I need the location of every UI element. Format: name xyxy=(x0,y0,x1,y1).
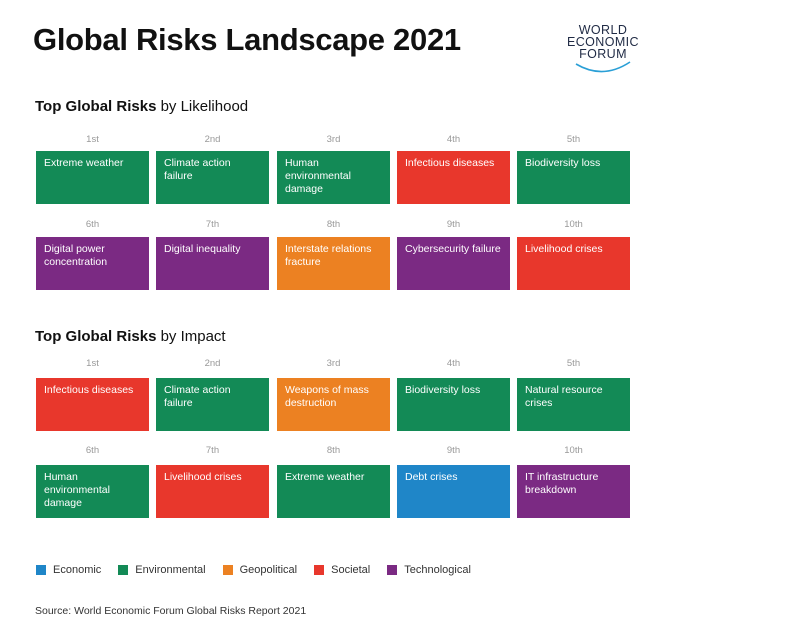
rank-label: 2nd xyxy=(204,134,221,145)
legend-item: Environmental xyxy=(118,564,206,576)
rank-label: 5th xyxy=(566,134,581,145)
risk-tile: IT infrastructure breakdown xyxy=(517,465,630,518)
rank-label: 3rd xyxy=(326,134,341,145)
legend-swatch xyxy=(222,565,233,575)
legend-label: Technological xyxy=(404,564,471,576)
rank-label: 6th xyxy=(85,445,100,456)
risk-tile: Climate action failure xyxy=(156,378,269,431)
section-heading: Top Global Risks by Likelihood xyxy=(35,98,248,115)
section-heading-bold: Top Global Risks xyxy=(35,328,157,345)
rank-label: 1st xyxy=(86,358,99,369)
legend-item: Societal xyxy=(314,564,370,576)
risk-tile: Human environmental damage xyxy=(36,465,149,518)
rank-label: 9th xyxy=(446,445,461,456)
legend-swatch xyxy=(314,565,325,575)
legend-label: Economic xyxy=(53,564,102,576)
risk-tile: Climate action failure xyxy=(156,151,269,204)
risk-tile: Digital inequality xyxy=(156,237,269,290)
risk-tile: Extreme weather xyxy=(277,465,390,518)
legend-item: Geopolitical xyxy=(222,564,298,576)
risk-tile: Digital power concentration xyxy=(36,237,149,290)
section-heading-bold: Top Global Risks xyxy=(35,98,157,115)
rank-label: 8th xyxy=(326,445,341,456)
legend-label: Environmental xyxy=(135,564,206,576)
legend-label: Societal xyxy=(331,564,371,576)
rank-label: 8th xyxy=(326,219,341,230)
logo-line-3: FORUM xyxy=(579,47,627,61)
section-heading: Top Global Risks by Impact xyxy=(35,328,226,345)
legend-swatch xyxy=(36,565,46,575)
section-heading-rest: by Impact xyxy=(156,328,226,345)
risk-tile: Cybersecurity failure xyxy=(397,237,510,290)
logo-line-1: WORLD xyxy=(578,23,628,37)
rank-label: 1st xyxy=(86,134,99,145)
risk-tile: Biodiversity loss xyxy=(397,378,510,431)
legend: Economic Environmental Geopolitical Societa… xyxy=(36,564,488,576)
rank-label: 2nd xyxy=(204,358,221,369)
risk-tile: Interstate relations fracture xyxy=(277,237,390,290)
legend-swatch xyxy=(118,565,129,575)
rank-label: 6th xyxy=(85,219,100,230)
rank-label: 7th xyxy=(205,445,220,456)
risk-tile: Infectious diseases xyxy=(397,151,510,204)
rank-label: 10th xyxy=(564,445,583,456)
risk-tile: Debt crises xyxy=(397,465,510,518)
risk-tile: Biodiversity loss xyxy=(517,151,630,204)
rank-label: 4th xyxy=(446,134,461,145)
rank-label: 4th xyxy=(446,358,461,369)
risk-tile: Natural resource crises xyxy=(517,378,630,431)
legend-item: Technological xyxy=(387,564,471,576)
section-heading-rest: by Likelihood xyxy=(156,98,249,115)
risk-tile: Livelihood crises xyxy=(156,465,269,518)
risk-tile: Infectious diseases xyxy=(36,378,149,431)
risk-tile: Weapons of mass destruction xyxy=(277,378,390,431)
legend-label: Geopolitical xyxy=(239,564,298,576)
source-note: Source: World Economic Forum Global Risk… xyxy=(35,605,307,617)
page-title: Global Risks Landscape 2021 xyxy=(33,22,461,57)
rank-label: 9th xyxy=(446,219,461,230)
risk-tile: Human environmental damage xyxy=(277,151,390,204)
wef-logo: WORLD ECONOMIC FORUM xyxy=(548,24,658,74)
rank-label: 10th xyxy=(564,219,583,230)
risk-tile: Extreme weather xyxy=(36,151,149,204)
legend-swatch xyxy=(387,565,398,575)
rank-label: 3rd xyxy=(326,358,341,369)
legend-item: Economic xyxy=(36,564,101,576)
logo-arc-icon xyxy=(575,61,631,73)
logo-line-2: ECONOMIC xyxy=(567,35,639,49)
rank-label: 7th xyxy=(205,219,220,230)
risk-tile: Livelihood crises xyxy=(517,237,630,290)
rank-label: 5th xyxy=(566,358,581,369)
